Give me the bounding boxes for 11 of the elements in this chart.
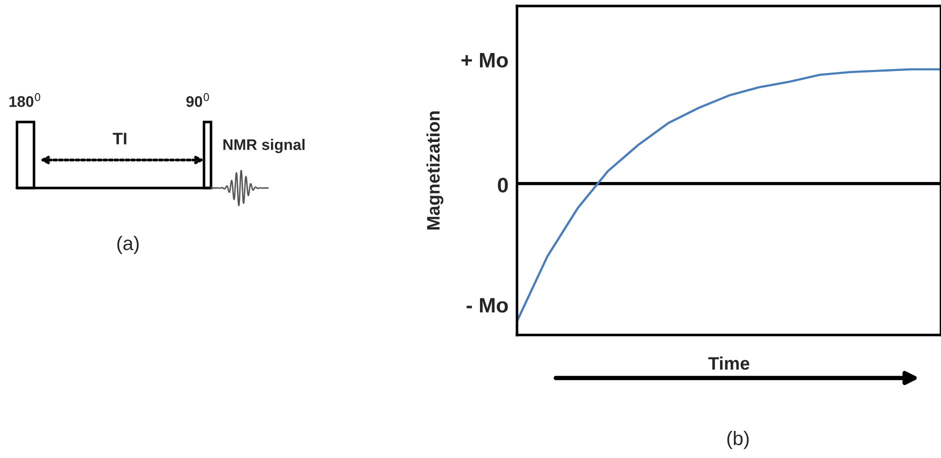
text: 90$^{0}$ (186, 93, 210, 107)
x-axis-title: Time (708, 356, 750, 370)
text: 180$^{0}$ (9, 93, 40, 107)
text: - Mo (466, 298, 508, 313)
text: TI (112, 132, 126, 144)
y-axis-title: Magnetization (426, 111, 444, 230)
text: + Mo (462, 52, 508, 68)
text: NMR signal (223, 138, 305, 154)
text: (a) (117, 236, 139, 254)
text: (b) (727, 430, 749, 450)
text: 0 (498, 178, 508, 193)
